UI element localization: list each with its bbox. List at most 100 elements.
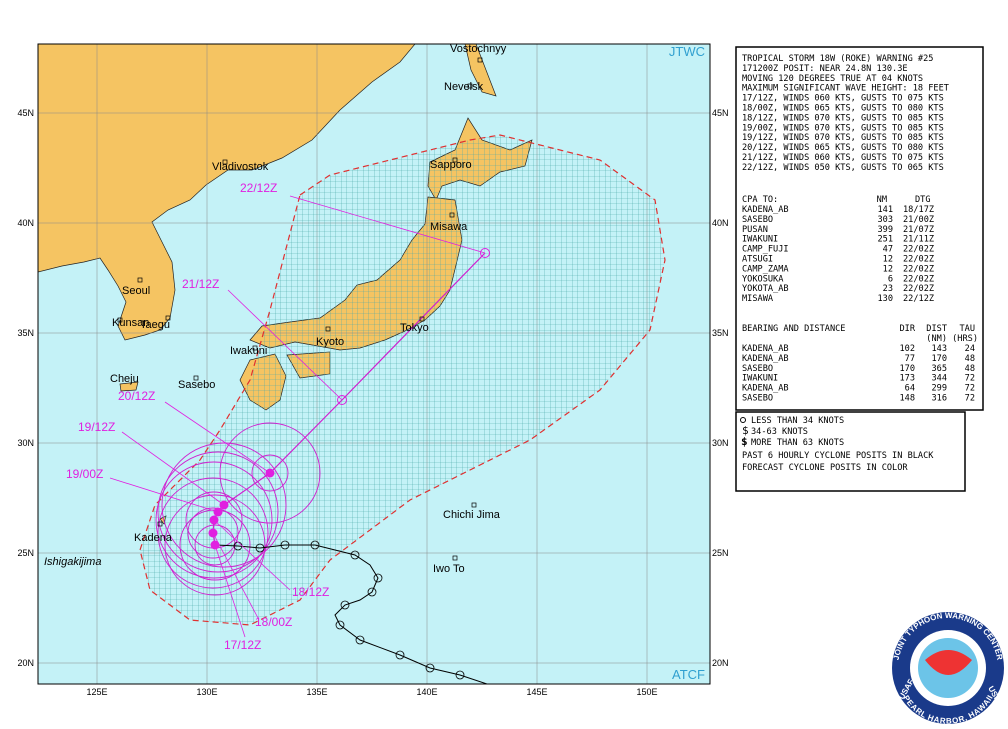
bd-cell: KADENA_AB bbox=[742, 344, 789, 354]
bd-cell: 48 bbox=[965, 354, 975, 364]
place-label: Vostochnyy bbox=[450, 43, 507, 55]
cpa-header: NM bbox=[877, 195, 887, 205]
bd-cell: KADENA_AB bbox=[742, 354, 789, 364]
warning-text: TROPICAL STORM 18W (ROKE) WARNING #25171… bbox=[742, 54, 978, 404]
place-label: Iwo To bbox=[433, 563, 465, 575]
place-marker bbox=[467, 83, 473, 89]
cpa-header: DTG bbox=[915, 195, 931, 205]
cpa-cell: 6 bbox=[888, 274, 893, 284]
place-marker bbox=[419, 316, 425, 322]
place-label: Nevelsk bbox=[444, 81, 484, 93]
track-label: 17/12Z bbox=[224, 638, 261, 652]
bd-cell: 72 bbox=[965, 394, 975, 404]
legend-item: LESS THAN 34 KNOTS bbox=[751, 416, 844, 426]
warning-line: 18/00Z, WINDS 065 KTS, GUSTS TO 080 KTS bbox=[742, 104, 944, 114]
place-marker bbox=[325, 326, 331, 332]
bd-cell: 299 bbox=[931, 384, 947, 394]
place-label: Chichi Jima bbox=[443, 509, 501, 521]
bd-header: BEARING AND DISTANCE bbox=[742, 324, 845, 334]
lat-label: 35N bbox=[712, 328, 729, 338]
lon-label: 145E bbox=[526, 687, 547, 697]
bd-cell: SASEBO bbox=[742, 364, 773, 374]
place-marker bbox=[157, 521, 163, 527]
bd-cell: 148 bbox=[899, 394, 915, 404]
bd-cell: 316 bbox=[931, 394, 947, 404]
place-labels: Vostochnyy Nevelsk Sapporo Vladivostok Misaw… bbox=[44, 43, 507, 575]
place-marker bbox=[117, 317, 123, 323]
cpa-cell: 18/17Z bbox=[903, 205, 934, 215]
cpa-cell: 22/02Z bbox=[903, 264, 934, 274]
past-positions bbox=[233, 540, 465, 680]
bd-cell: 48 bbox=[965, 364, 975, 374]
bd-cell: 102 bbox=[899, 344, 915, 354]
cpa-cell: ATSUGI bbox=[742, 255, 773, 265]
place-label: Sapporo bbox=[430, 159, 472, 171]
jtwc: JTWC bbox=[669, 44, 705, 59]
legend-item: 34-63 KNOTS bbox=[751, 427, 808, 437]
warning-line: MAXIMUM SIGNIFICANT WAVE HEIGHT: 18 FEET bbox=[742, 84, 949, 94]
past-track bbox=[214, 544, 489, 684]
cpa-cell: 22/12Z bbox=[903, 294, 934, 304]
lat-label: 30N bbox=[17, 438, 34, 448]
place-label: Taegu bbox=[140, 319, 170, 331]
bd-cell: 365 bbox=[931, 364, 947, 374]
cpa-cell: 303 bbox=[877, 215, 893, 225]
bd-cell: SASEBO bbox=[742, 394, 773, 404]
lon-label: 150E bbox=[636, 687, 657, 697]
cpa-cell: PUSAN bbox=[742, 225, 768, 235]
lat-label: 20N bbox=[712, 658, 729, 668]
lon-label: 135E bbox=[306, 687, 327, 697]
cpa-cell: YOKOSUKA bbox=[742, 274, 784, 284]
bd-cell: 170 bbox=[899, 364, 915, 374]
legend-note: PAST 6 HOURLY CYCLONE POSITS IN BLACK bbox=[742, 451, 934, 461]
lat-label: 20N bbox=[17, 658, 34, 668]
lat-label: 25N bbox=[712, 548, 729, 558]
map-frame bbox=[37, 43, 711, 685]
legend-box bbox=[735, 411, 966, 492]
track-labels: 22/12Z 21/12Z 20/12Z 19/12Z 19/00Z 18/12Z 18/0… bbox=[66, 181, 329, 652]
bd-cell: KADENA_AB bbox=[742, 384, 789, 394]
place-label: Tokyo bbox=[400, 322, 429, 334]
bd-cell: 24 bbox=[965, 344, 975, 354]
warning-line: 17/12Z, WINDS 060 KTS, GUSTS TO 075 KTS bbox=[742, 94, 944, 104]
warning-line: 18/12Z, WINDS 070 KTS, GUSTS TO 085 KTS bbox=[742, 113, 944, 123]
place-label: Kunsan bbox=[112, 317, 149, 329]
warning-line: 171200Z POSIT: NEAR 24.8N 130.3E bbox=[742, 64, 908, 74]
place-marker bbox=[477, 57, 483, 63]
place-marker bbox=[252, 345, 258, 351]
cpa-cell: SASEBO bbox=[742, 215, 773, 225]
legend-icon bbox=[740, 417, 746, 423]
cpa-cell: 22/02Z bbox=[903, 255, 934, 265]
place-marker bbox=[137, 277, 143, 283]
lat-label: 45N bbox=[17, 108, 34, 118]
warning-line: MOVING 120 DEGREES TRUE AT 04 KNOTS bbox=[742, 74, 923, 84]
lat-label: 35N bbox=[17, 328, 34, 338]
bd-cell: 64 bbox=[905, 384, 915, 394]
cpa-cell: KADENA_AB bbox=[742, 205, 789, 215]
cpa-cell: 22/02Z bbox=[903, 274, 934, 284]
bd-header: DIST bbox=[926, 324, 947, 334]
place-label: Vladivostok bbox=[212, 161, 269, 173]
bd-cell: 72 bbox=[965, 384, 975, 394]
track-label: 22/12Z bbox=[240, 181, 277, 195]
bd-cell: 344 bbox=[931, 374, 947, 384]
bd-cell: 173 bbox=[899, 374, 915, 384]
leaders bbox=[109, 195, 486, 638]
map: Vostochnyy Nevelsk Sapporo Vladivostok Misaw… bbox=[38, 43, 710, 684]
cpa-cell: CAMP_ZAMA bbox=[742, 264, 789, 274]
place-label: Seoul bbox=[122, 285, 150, 297]
bd-cell: 72 bbox=[965, 374, 975, 384]
cpa-cell: 22/02Z bbox=[903, 284, 934, 294]
cpa-cell: CAMP_FUJI bbox=[742, 245, 789, 255]
cpa-cell: 47 bbox=[883, 245, 893, 255]
place-marker bbox=[193, 375, 199, 381]
place-marker bbox=[471, 502, 477, 508]
place-label: Iwakuni bbox=[230, 345, 267, 357]
bd-cell: 77 bbox=[905, 354, 915, 364]
place-marker bbox=[222, 159, 228, 165]
legend-icon: $ bbox=[741, 435, 748, 448]
cpa-cell: 130 bbox=[877, 294, 893, 304]
cpa-cell: 12 bbox=[883, 264, 893, 274]
cpa-cell: MISAWA bbox=[742, 294, 774, 304]
